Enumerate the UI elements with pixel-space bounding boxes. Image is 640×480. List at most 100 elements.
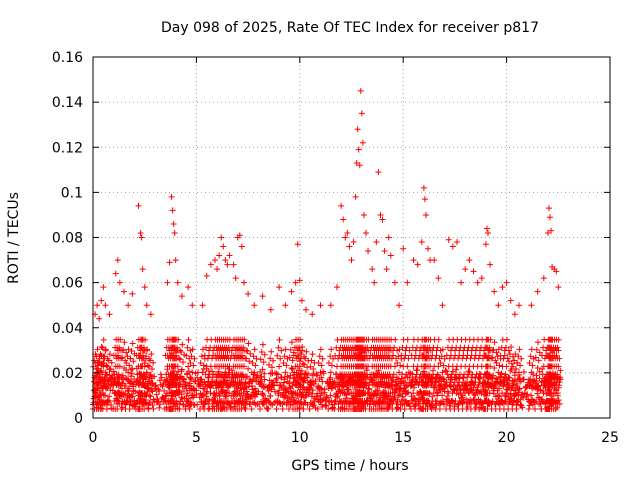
data-point (455, 391, 462, 398)
data-point (311, 397, 318, 404)
data-point (436, 405, 443, 412)
data-point (122, 357, 129, 364)
data-point (230, 261, 237, 268)
data-point (286, 354, 293, 361)
data-point (103, 405, 110, 412)
data-point (242, 405, 249, 412)
data-point (172, 392, 179, 399)
data-point (300, 375, 307, 382)
data-point (281, 379, 288, 386)
data-point (290, 394, 297, 401)
data-point (410, 257, 417, 264)
data-point (451, 403, 458, 410)
data-point (555, 336, 562, 343)
data-point (203, 393, 210, 400)
data-point (251, 399, 258, 406)
data-point (289, 357, 296, 364)
data-point (337, 398, 344, 405)
data-point (260, 392, 267, 399)
data-point (533, 372, 540, 379)
data-point (94, 302, 101, 309)
data-point (550, 390, 557, 397)
data-point (260, 359, 267, 366)
data-point (257, 356, 264, 363)
data-point (169, 207, 176, 214)
data-point (315, 385, 322, 392)
data-point (120, 346, 127, 353)
data-point (178, 293, 185, 300)
data-point (135, 202, 142, 209)
data-point (186, 405, 193, 412)
data-point (271, 388, 278, 395)
data-point (139, 266, 146, 273)
data-point (237, 384, 244, 391)
data-point (108, 405, 115, 412)
data-point (355, 146, 362, 153)
data-point (100, 284, 107, 291)
data-point (548, 227, 555, 234)
data-point (96, 396, 103, 403)
data-point (139, 352, 146, 359)
data-point (328, 346, 335, 353)
data-point (506, 380, 513, 387)
data-point (331, 399, 338, 406)
data-point (176, 389, 183, 396)
data-point (439, 302, 446, 309)
data-point (497, 380, 504, 387)
data-point (189, 346, 196, 353)
data-point (415, 400, 422, 407)
data-point (453, 239, 460, 246)
data-point (474, 279, 481, 286)
data-point (143, 369, 150, 376)
data-point (468, 378, 475, 385)
data-point (449, 376, 456, 383)
data-point (119, 404, 126, 411)
data-point (504, 355, 511, 362)
data-point (186, 380, 193, 387)
data-point (422, 211, 429, 218)
data-point (348, 376, 355, 383)
data-point (133, 365, 140, 372)
data-point (352, 385, 359, 392)
data-point (435, 336, 442, 343)
data-point (141, 284, 148, 291)
data-point (329, 404, 336, 411)
data-point (144, 346, 151, 353)
data-point (317, 302, 324, 309)
data-point (534, 339, 541, 346)
data-point (439, 346, 446, 353)
data-point (129, 393, 136, 400)
data-point (157, 371, 164, 378)
data-point (277, 382, 284, 389)
data-point (470, 268, 477, 275)
data-point (410, 384, 417, 391)
data-point (508, 344, 515, 351)
data-point (343, 391, 350, 398)
data-point (327, 302, 334, 309)
data-point (516, 386, 523, 393)
data-point (238, 243, 245, 250)
data-point (93, 379, 100, 386)
data-point (535, 382, 542, 389)
data-point (148, 387, 155, 394)
data-point (532, 354, 539, 361)
data-point (243, 384, 250, 391)
data-point (375, 367, 382, 374)
data-point (553, 268, 560, 275)
data-point (171, 380, 178, 387)
data-point (129, 340, 136, 347)
data-point (352, 193, 359, 200)
data-point (414, 261, 421, 268)
data-point (511, 369, 518, 376)
data-point (433, 402, 440, 409)
data-point (119, 347, 126, 354)
data-point (245, 290, 252, 297)
data-point (295, 381, 302, 388)
data-point (288, 288, 295, 295)
data-point (509, 401, 516, 408)
data-point (512, 351, 519, 358)
data-point (234, 387, 241, 394)
data-point (100, 392, 107, 399)
data-point (146, 392, 153, 399)
data-point (535, 357, 542, 364)
